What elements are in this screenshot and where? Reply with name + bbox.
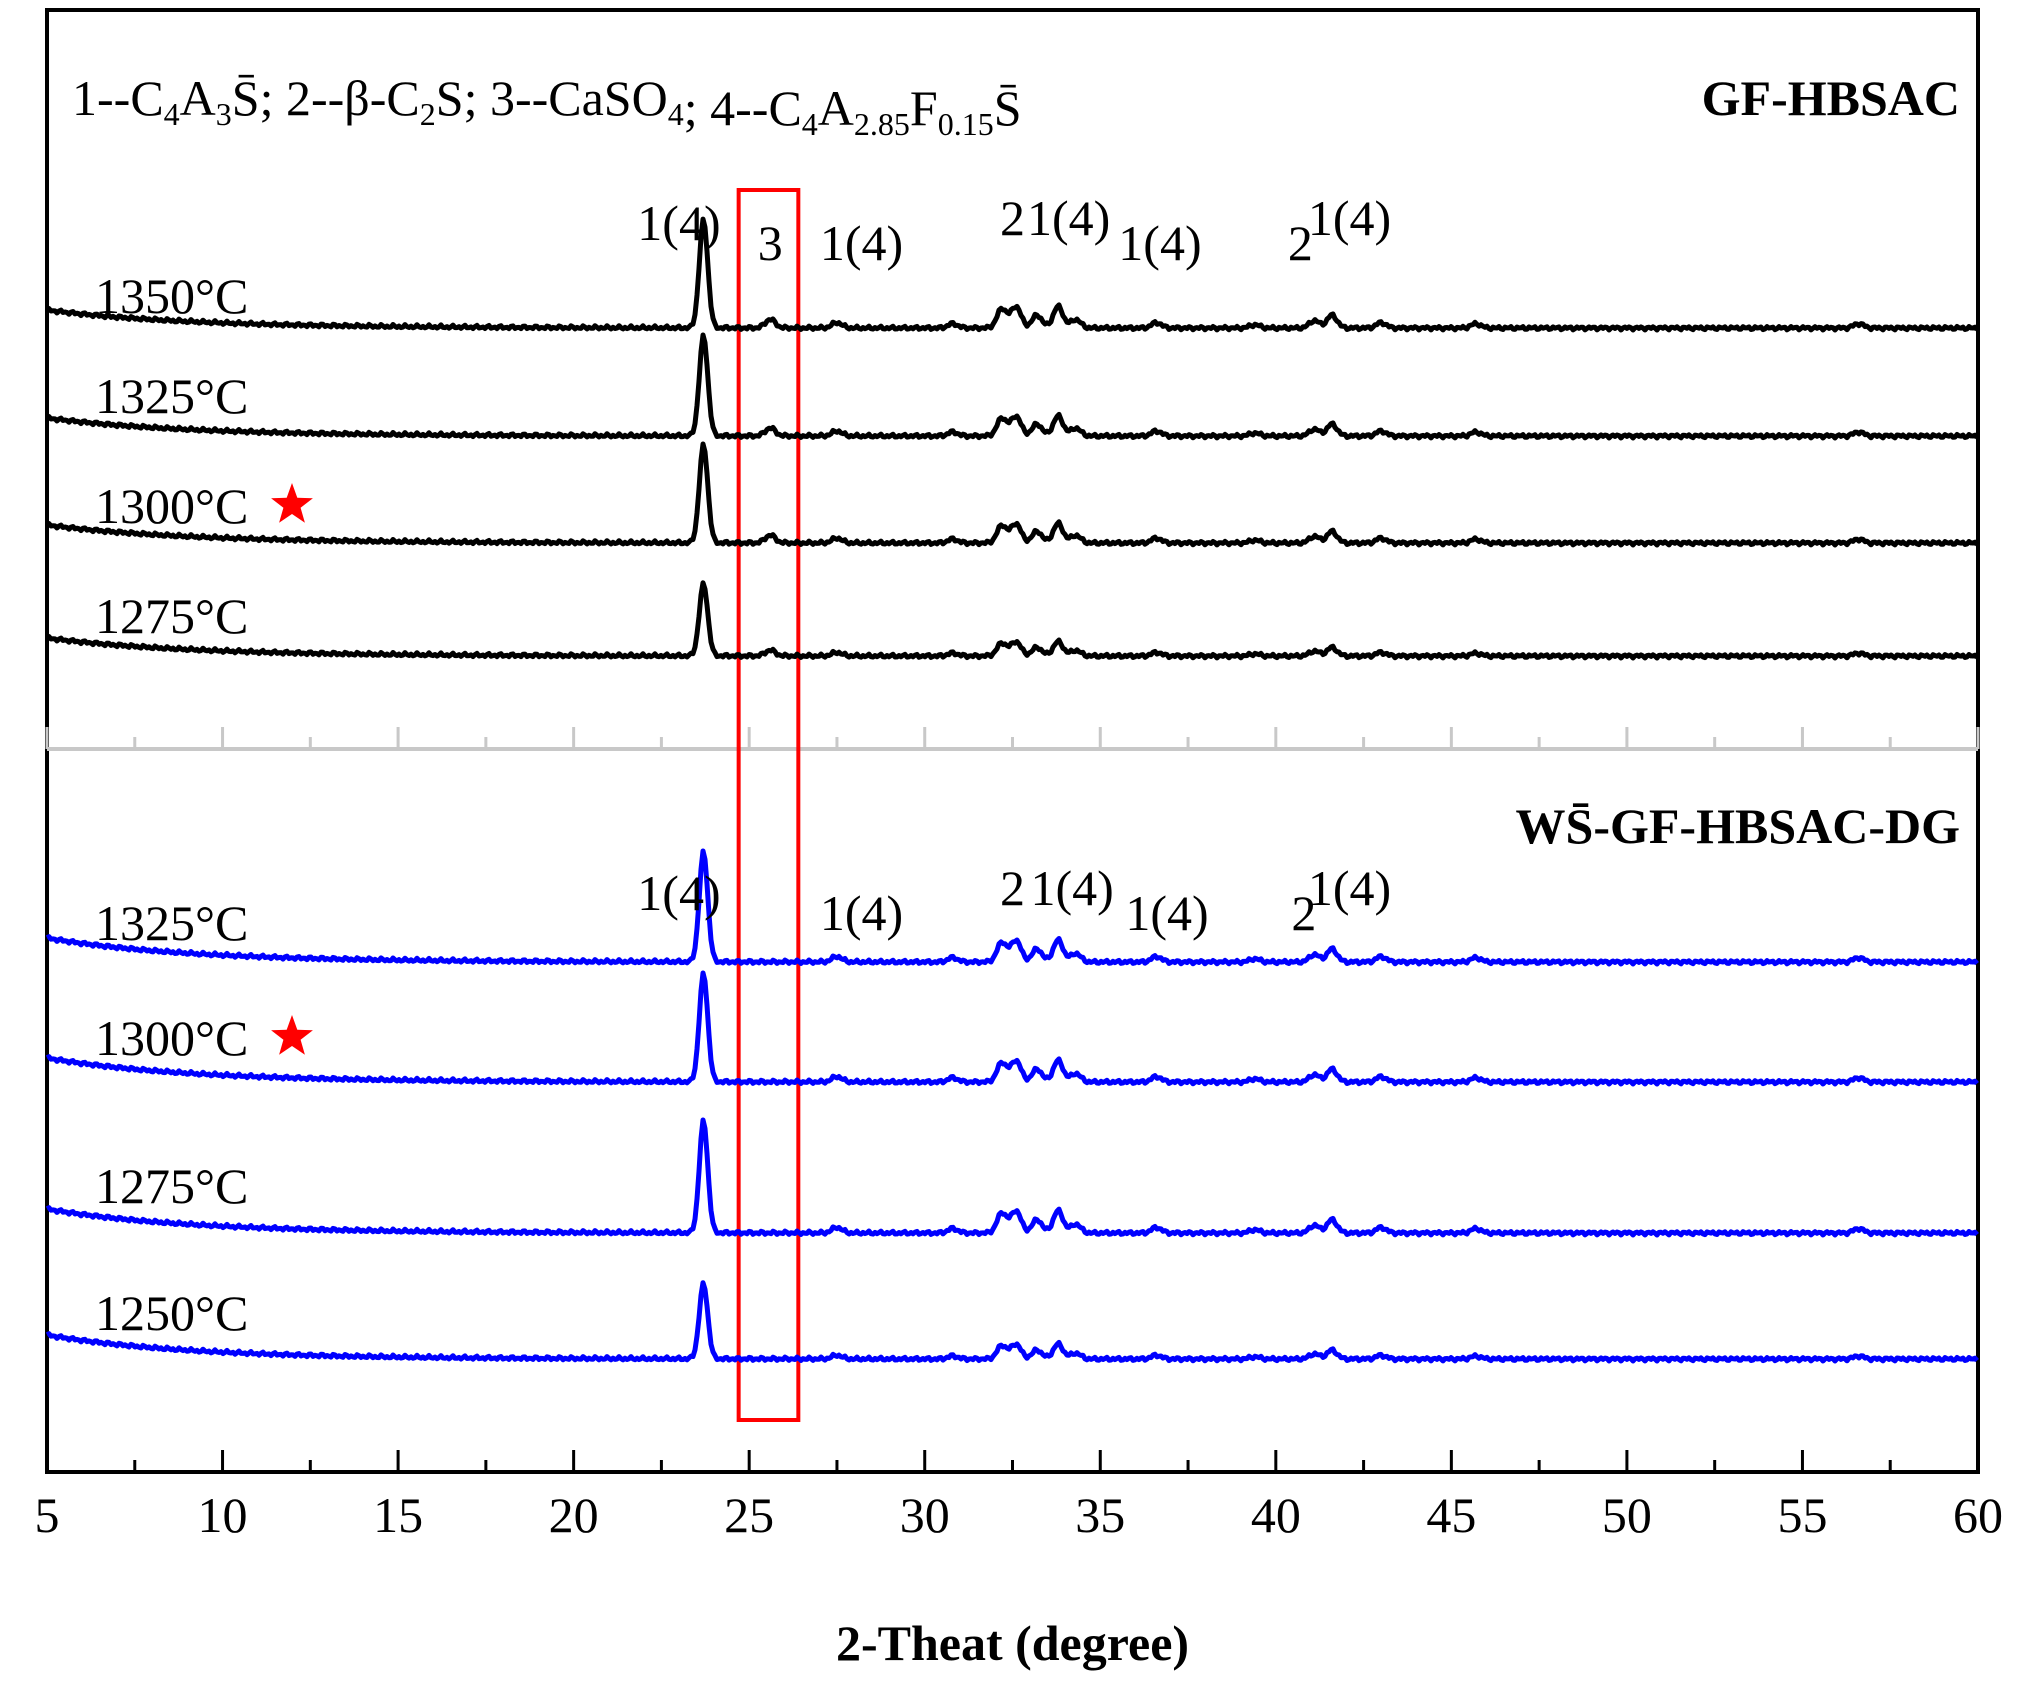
- peak-label: 1(4): [637, 195, 720, 251]
- curve-temperature-label: 1325°C: [95, 368, 248, 424]
- plot-area: 5 10 15 20 25 30 35 40 45 50 55 60 2-Theat (degree) 1…: [35, 8, 2003, 1671]
- xrd-curve: [45, 216, 1979, 333]
- legend-subscript: 3: [216, 96, 232, 132]
- peak-label: 1(4): [1118, 215, 1201, 271]
- peak-label: 1(4): [820, 885, 903, 941]
- xrd-curve: [45, 848, 1979, 967]
- curve-temperature-label: 1275°C: [95, 588, 248, 644]
- peak-label: 1(4): [1308, 860, 1391, 916]
- peak-label: 2: [1288, 215, 1313, 271]
- legend-span: S: [436, 70, 464, 126]
- legend-span: S: [994, 80, 1022, 136]
- legend-span: ; 3--: [464, 70, 549, 126]
- xrd-curve: [45, 332, 1979, 441]
- star-marker: [271, 483, 313, 523]
- curve-temperature-label: 1300°C: [95, 1010, 248, 1066]
- curve-temperature-label: 1275°C: [95, 1158, 248, 1214]
- x-tick-label: 35: [1075, 1487, 1125, 1543]
- legend-span: C: [130, 70, 163, 126]
- curve-temperature-label: 1350°C: [95, 268, 248, 324]
- highlight-box: [736, 188, 801, 1422]
- panel-title: WS̄-GF-HBSAC-DG: [1516, 798, 1960, 854]
- x-tick-label: 25: [724, 1487, 774, 1543]
- peak-label: 2: [1000, 860, 1025, 916]
- legend-span: A: [180, 70, 216, 126]
- peak-label: 1(4): [1027, 190, 1110, 246]
- curve-temperature-label: 1250°C: [95, 1285, 248, 1341]
- legend-span: A: [818, 80, 854, 136]
- star-marker: [271, 1015, 313, 1055]
- legend-subscript: 2: [420, 96, 436, 132]
- x-tick-label: 15: [373, 1487, 423, 1543]
- xrd-curve: [45, 1280, 1979, 1364]
- legend-span: β-C: [344, 70, 419, 126]
- legend-subscript: 0.15: [938, 106, 994, 142]
- xrd-curve: [45, 441, 1979, 548]
- peak-label: 3: [758, 215, 783, 271]
- peak-label: 2: [1291, 885, 1316, 941]
- panel-title: GF-HBSAC: [1702, 70, 1960, 126]
- phase-legend: 1--C4A3S̄; 2--β-C2S; 3--CaSO4; 4--C4A2.8…: [72, 70, 1022, 142]
- legend-subscript: 4: [802, 106, 818, 142]
- curve-temperature-label: 1325°C: [95, 895, 248, 951]
- peak-label: 1(4): [1125, 885, 1208, 941]
- legend-span: CaSO: [548, 70, 667, 126]
- legend-span: ; 2--: [260, 70, 345, 126]
- x-tick-label: 5: [35, 1487, 60, 1543]
- x-tick-label: 10: [198, 1487, 248, 1543]
- x-tick-label: 40: [1251, 1487, 1301, 1543]
- x-tick-label: 55: [1777, 1487, 1827, 1543]
- legend-span: C: [768, 80, 801, 136]
- xrd-curve: [45, 1117, 1979, 1238]
- peak-label: 1(4): [1308, 190, 1391, 246]
- legend-span: F: [910, 80, 938, 136]
- xrd-curve: [45, 580, 1979, 661]
- legend-subscript: 2.85: [854, 106, 910, 142]
- xrd-curve: [45, 970, 1979, 1087]
- x-tick-label: 45: [1426, 1487, 1476, 1543]
- legend-span: ; 4--: [684, 80, 769, 136]
- x-tick-label: 30: [900, 1487, 950, 1543]
- peak-label: 1(4): [1031, 860, 1114, 916]
- legend-subscript: 4: [668, 96, 684, 132]
- peak-label: 1(4): [637, 865, 720, 921]
- peak-label: 1(4): [820, 215, 903, 271]
- legend-span: S: [232, 70, 260, 126]
- peak-label: 2: [1000, 190, 1025, 246]
- legend-subscript: 4: [164, 96, 180, 132]
- x-tick-label: 60: [1953, 1487, 2003, 1543]
- x-tick-label: 50: [1602, 1487, 1652, 1543]
- curve-temperature-label: 1300°C: [95, 478, 248, 534]
- x-tick-label: 20: [549, 1487, 599, 1543]
- legend-span: 1--: [72, 70, 130, 126]
- x-axis-title: 2-Theat (degree): [836, 1615, 1189, 1671]
